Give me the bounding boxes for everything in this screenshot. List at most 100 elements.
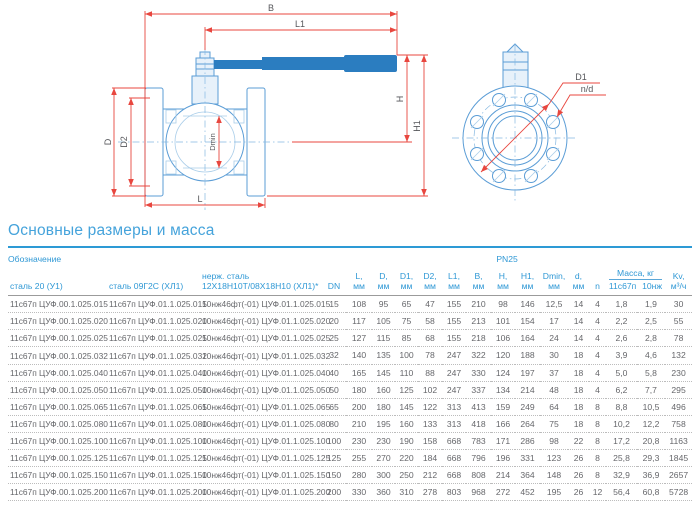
value-cell: 1163: [669, 435, 688, 446]
value-cell: 150: [326, 470, 342, 481]
value-cell: 40: [329, 367, 339, 378]
value-cell: 1845: [669, 453, 689, 464]
designation-cell: 10нж46фт(-01) ЦУФ.01.1.025.125: [202, 453, 331, 464]
value-cell: 322: [471, 350, 486, 361]
value-cell: 68: [425, 333, 435, 344]
value-cell: 160: [399, 418, 414, 429]
value-cell: 4,6: [645, 350, 657, 361]
value-cell: 8: [595, 401, 600, 412]
value-cell: 313: [446, 401, 462, 412]
value-cell: 968: [471, 487, 486, 498]
value-cell: 12,2: [642, 418, 660, 429]
value-cell: 331: [520, 453, 535, 464]
designation-cell: 11с67п ЦУФ.00.1.025.020: [10, 316, 108, 327]
value-cell: 5,8: [645, 367, 657, 378]
value-cell: 106: [495, 333, 511, 344]
value-cell: 146: [520, 299, 535, 310]
value-cell: 200: [351, 401, 367, 412]
value-cell: 158: [422, 435, 438, 446]
col-header-mass: Масса, кг 11с67п 10нж: [608, 267, 663, 292]
value-cell: 101: [495, 316, 511, 327]
designation-cell: 11с67п ЦУФ.01.1.025.150: [109, 470, 207, 481]
value-cell: 108: [351, 299, 367, 310]
value-cell: 803: [446, 487, 462, 498]
value-cell: 171: [495, 435, 511, 446]
value-cell: 123: [546, 453, 562, 464]
value-cell: 7,7: [645, 384, 657, 395]
designation-cell: 10нж46фт(-01) ЦУФ.01.1.025.025: [202, 333, 331, 344]
value-cell: 10,2: [613, 418, 630, 429]
table-row: 11с67п ЦУФ.00.1.025.015 11с67п ЦУФ.01.1.0…: [8, 296, 693, 313]
designation-cell: 10нж46фт(-01) ЦУФ.01.1.025.065: [202, 401, 331, 412]
value-cell: 48: [549, 384, 559, 395]
value-cell: 165: [351, 367, 367, 378]
value-cell: 2,8: [645, 333, 657, 344]
table-row: 11с67п ЦУФ.00.1.025.025 11с67п ЦУФ.01.1.0…: [8, 330, 693, 347]
value-cell: 200: [326, 487, 342, 498]
value-cell: 160: [376, 384, 391, 395]
value-cell: 30: [549, 350, 559, 361]
designation-cell: 10нж46фт(-01) ЦУФ.01.1.025.080: [202, 418, 331, 429]
value-cell: 18: [573, 418, 584, 429]
pn-header: PN25: [496, 254, 518, 264]
value-cell: 8: [595, 470, 600, 481]
designation-cell: 11с67п ЦУФ.01.1.025.065: [109, 401, 207, 412]
dim-label-b: B: [268, 3, 274, 13]
value-cell: 17: [549, 316, 559, 327]
value-cell: 75: [549, 418, 559, 429]
value-cell: 65: [329, 401, 339, 412]
col-header-h1: H1, мм: [520, 270, 535, 292]
designation-cell: 11с67п ЦУФ.00.1.025.080: [10, 418, 108, 429]
designation-cell: 11с67п ЦУФ.01.1.025.200: [109, 487, 207, 498]
value-cell: 122: [422, 401, 438, 412]
value-cell: 155: [446, 316, 462, 327]
col-header-dmin: Dmin, мм: [542, 270, 566, 292]
value-cell: 8: [595, 418, 600, 429]
value-cell: 4: [595, 350, 600, 361]
dim-label-h: H: [395, 96, 405, 103]
value-cell: 120: [495, 350, 511, 361]
col-header-b: B, мм: [472, 270, 485, 292]
designation-cell: 11с67п ЦУФ.01.1.025.040: [109, 367, 207, 378]
designation-cell: 11с67п ЦУФ.00.1.025.150: [10, 470, 108, 481]
dim-label-l: L: [197, 194, 202, 204]
designation-cell: 11с67п ЦУФ.01.1.025.032: [109, 350, 207, 361]
value-cell: 2,5: [645, 316, 657, 327]
value-cell: 17,2: [613, 435, 630, 446]
value-cell: 32: [329, 350, 339, 361]
value-cell: 4: [595, 333, 600, 344]
designation-header: Обозначение: [8, 254, 62, 264]
value-cell: 313: [446, 418, 462, 429]
value-cell: 50: [329, 384, 339, 395]
value-cell: 20: [329, 316, 339, 327]
value-cell: 213: [471, 316, 486, 327]
value-cell: 75: [401, 316, 412, 327]
value-cell: 255: [351, 453, 367, 464]
page-title: Основные размеры и масса: [8, 222, 215, 239]
value-cell: 47: [425, 299, 435, 310]
value-cell: 134: [495, 384, 511, 395]
value-cell: 300: [376, 470, 391, 481]
value-cell: 100: [326, 435, 342, 446]
value-cell: 98: [498, 299, 508, 310]
designation-cell: 11с67п ЦУФ.01.1.025.050: [109, 384, 207, 395]
front-view-drawing: [452, 43, 578, 202]
value-cell: 26: [573, 453, 584, 464]
value-cell: 37: [549, 367, 559, 378]
value-cell: 783: [471, 435, 486, 446]
value-cell: 180: [376, 401, 391, 412]
value-cell: 196: [495, 453, 511, 464]
value-cell: 56,4: [613, 487, 630, 498]
col-header-d1: D1, мм: [399, 270, 414, 292]
value-cell: 668: [446, 470, 462, 481]
value-cell: 250: [399, 470, 414, 481]
table-body: 11с67п ЦУФ.00.1.025.015 11с67п ЦУФ.01.1.0…: [8, 296, 693, 501]
value-cell: 78: [673, 333, 684, 344]
value-cell: 247: [446, 367, 462, 378]
value-cell: 18: [573, 401, 584, 412]
value-cell: 159: [495, 401, 511, 412]
value-cell: 95: [378, 299, 389, 310]
value-cell: 80: [329, 418, 339, 429]
value-cell: 115: [376, 333, 391, 344]
